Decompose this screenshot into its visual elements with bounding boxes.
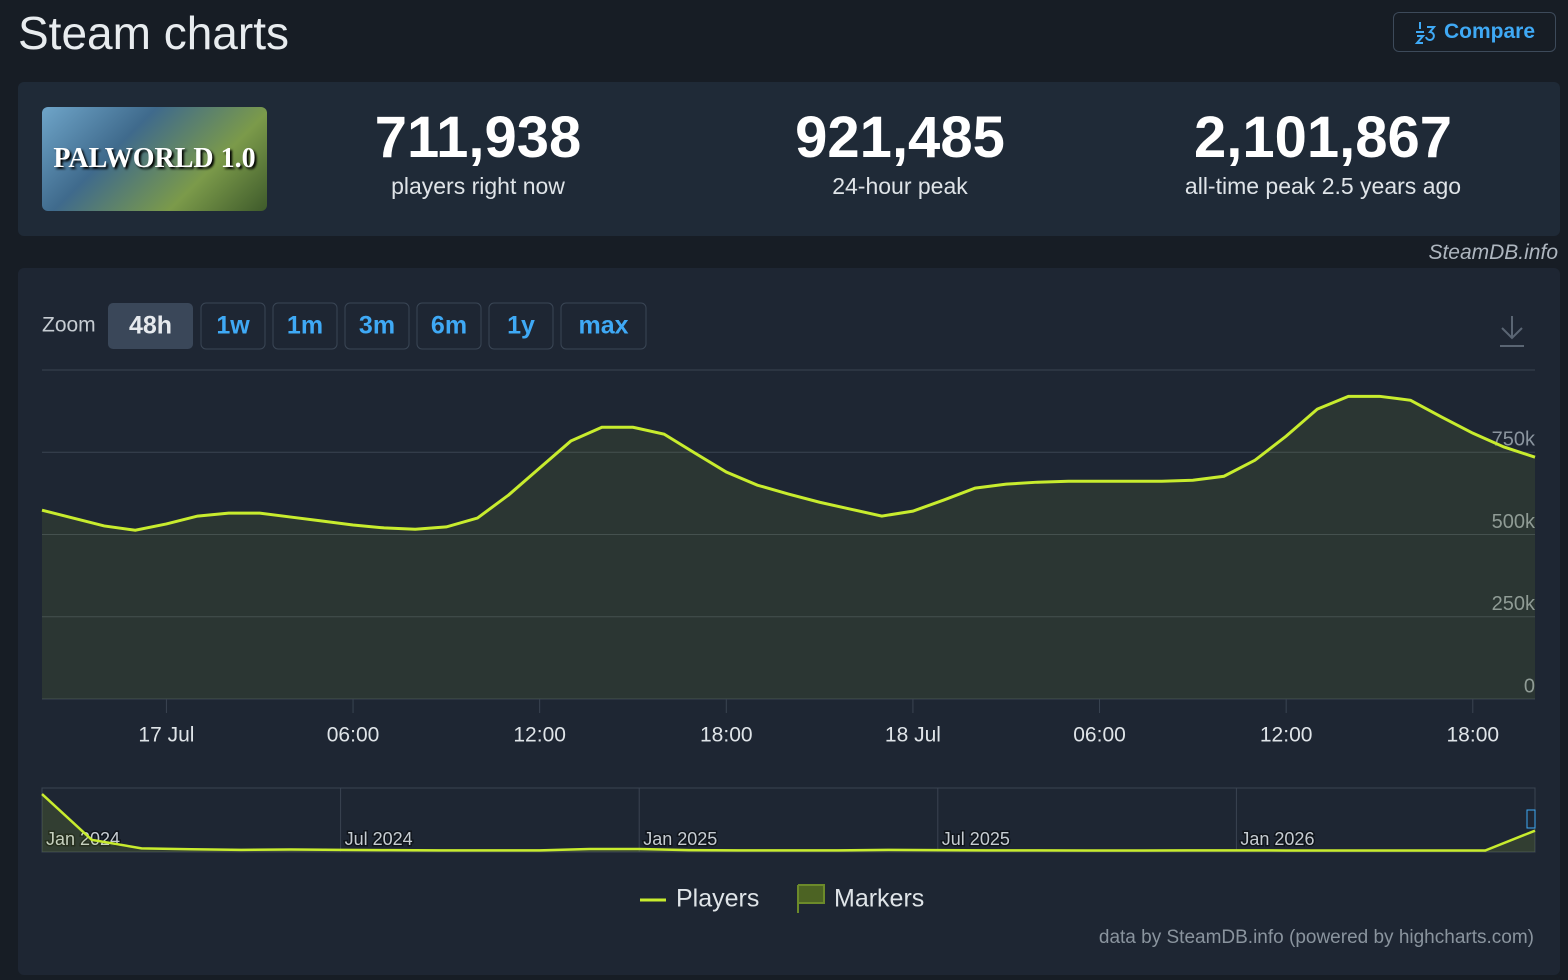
zoom-button-label: max <box>578 312 628 340</box>
zoom-button-bg <box>200 302 266 350</box>
stat: 2,101,867 all-time peak 2.5 years ago <box>1123 104 1523 200</box>
chart-credit: data by SteamDB.info (powered by highcha… <box>1099 927 1534 948</box>
zoom-button[interactable]: 1w <box>200 302 266 350</box>
x-tick-label: 12:00 <box>1260 724 1313 747</box>
x-tick-label: 18:00 <box>1447 724 1500 747</box>
x-tick-label: 18:00 <box>700 724 753 747</box>
legend-label: Markers <box>834 885 924 913</box>
zoom-button-bg <box>272 302 338 350</box>
x-tick-label: 06:00 <box>1073 724 1126 747</box>
zoom-button[interactable]: 6m <box>416 302 482 350</box>
zoom-button-bg <box>488 302 554 350</box>
compare-icon <box>1414 22 1436 44</box>
area <box>42 396 1535 699</box>
stat: 711,938 players right now <box>278 104 678 200</box>
game-image: PALWORLD 1.0 <box>42 107 267 211</box>
x-tick-label: 06:00 <box>327 724 380 747</box>
zoom-button-label: 6m <box>431 312 467 340</box>
download-icon[interactable] <box>1500 316 1524 347</box>
zoom-button-label: 1w <box>216 312 250 340</box>
zoom-button[interactable]: 1m <box>272 302 338 350</box>
legend-label: Players <box>676 885 759 913</box>
y-tick-label: 500k <box>1492 511 1536 533</box>
navigator-label: Jul 2025 <box>942 829 1010 849</box>
zoom-label: Zoom <box>42 314 96 337</box>
zoom-button-bg <box>416 302 482 350</box>
x-tick-label: 17 Jul <box>138 724 194 747</box>
navigator-label: Jan 2024 <box>46 829 120 849</box>
navigator-label: Jul 2024 <box>345 829 413 849</box>
y-tick-label: 0 <box>1524 675 1535 697</box>
navigator-label: Jan 2025 <box>643 829 717 849</box>
stat-value: 2,101,867 <box>1193 105 1453 170</box>
stat-label: 24-hour peak <box>832 173 968 199</box>
navigator-handle[interactable] <box>1526 809 1536 829</box>
zoom-button[interactable]: 1y <box>488 302 554 350</box>
line <box>41 394 1536 532</box>
navigator-line <box>41 793 1536 852</box>
stat-label: all-time peak 2.5 years ago <box>1184 173 1462 199</box>
page-title: Steam charts <box>18 7 289 59</box>
zoom-button-bg <box>560 302 647 350</box>
compare-button[interactable]: Compare <box>1393 12 1556 52</box>
zoom-button[interactable]: 3m <box>344 302 410 350</box>
zoom-button-bg <box>108 303 193 349</box>
zoom-button-label: 48h <box>129 312 172 340</box>
x-tick-label: 12:00 <box>513 724 566 747</box>
zoom-button-label: 1m <box>287 312 323 340</box>
credit: SteamDB.info <box>1428 241 1558 264</box>
compare-label: Compare <box>1443 20 1536 43</box>
zoom-button[interactable]: max <box>560 302 647 350</box>
zoom-button-label: 3m <box>359 312 395 340</box>
zoom-button-bg <box>344 302 410 350</box>
stat-label: players right now <box>391 173 565 199</box>
stat: 921,485 24-hour peak <box>700 104 1100 200</box>
legend-marker-flag <box>797 884 825 913</box>
stat-value: 711,938 <box>374 105 582 170</box>
y-tick-label: 250k <box>1492 593 1536 615</box>
stat-value: 921,485 <box>795 105 1005 170</box>
zoom-button-label: 1y <box>507 312 535 340</box>
chart-panel: Zoom 48h 1w 1m 3m 6m 1y max 0 250k 500k 750k 17 Jul 0… <box>18 268 1560 975</box>
zoom-button[interactable]: 48h <box>108 303 193 349</box>
stats-panel: PALWORLD 1.0 711,938 players right now 921… <box>18 82 1560 236</box>
x-tick-label: 18 Jul <box>885 724 941 747</box>
navigator-label: Jan 2026 <box>1240 829 1314 849</box>
